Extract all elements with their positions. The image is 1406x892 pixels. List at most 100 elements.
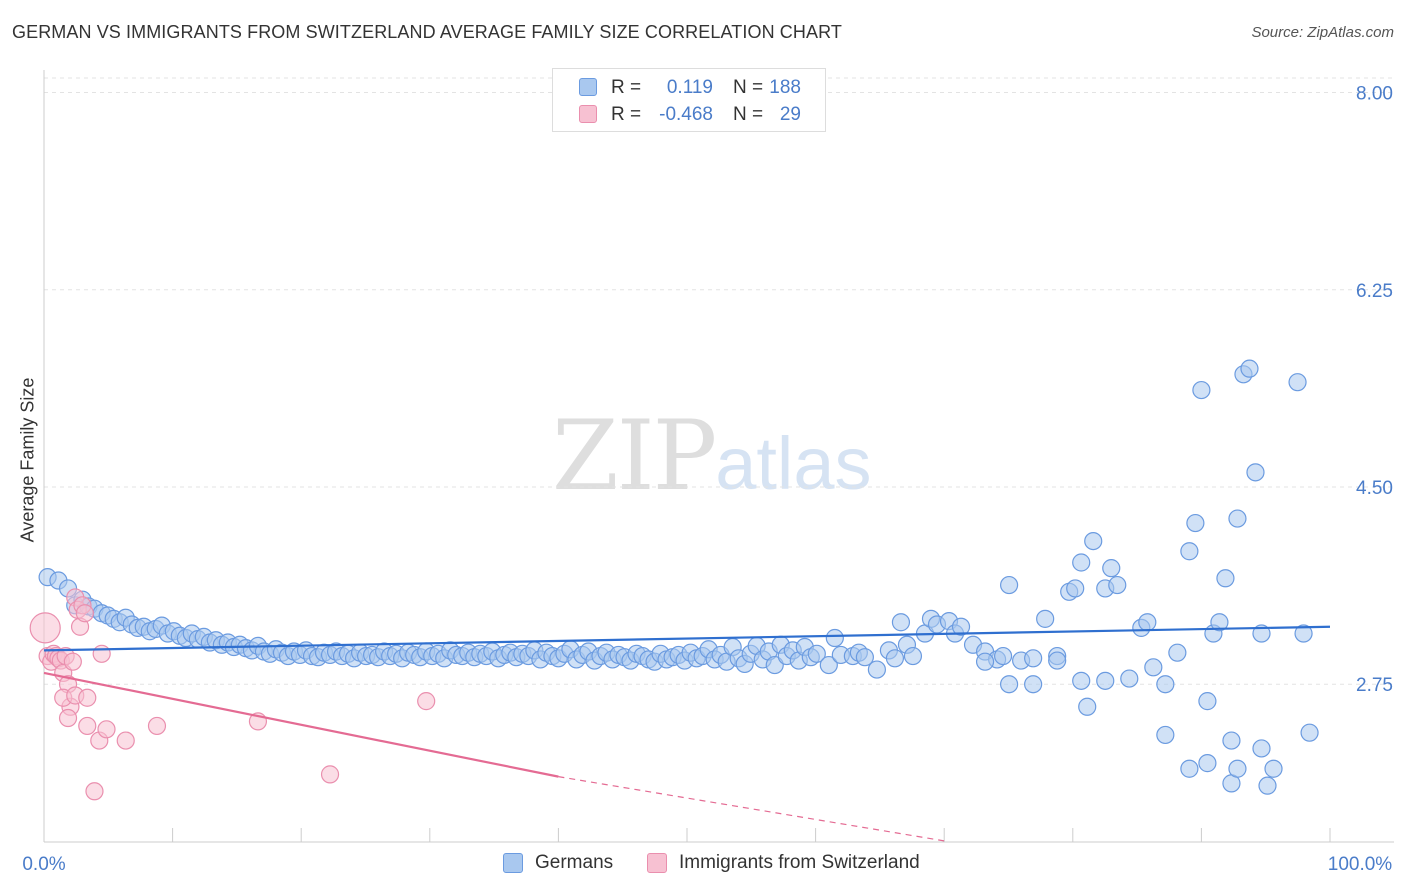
point-germans — [1216, 569, 1235, 588]
point-germans — [765, 655, 784, 675]
watermark-zip: ZIP — [552, 400, 717, 512]
stats-r-value: -0.468 — [659, 104, 713, 125]
point-germans — [1024, 675, 1043, 694]
point-germans — [1084, 531, 1103, 551]
point-germans — [1024, 649, 1043, 668]
point-germans — [1198, 754, 1217, 773]
point-germans — [951, 617, 971, 636]
stats-swatch-germans — [579, 78, 597, 96]
trend-layer — [43, 625, 1331, 842]
point-germans — [1180, 542, 1199, 561]
point-germans — [1192, 380, 1211, 400]
y-axis-label: Average Family Size — [17, 377, 38, 543]
point-germans — [1258, 776, 1277, 795]
stats-n-value: 188 — [769, 77, 801, 98]
point-germans — [1078, 697, 1097, 716]
point-germans — [867, 660, 886, 679]
stats-n-label: N = — [733, 77, 764, 98]
point-germans — [1198, 692, 1217, 711]
point-germans — [1222, 731, 1241, 750]
trend-line-germans — [43, 625, 1331, 652]
point-swiss — [75, 604, 94, 623]
point-germans — [1180, 759, 1199, 778]
grid-layer — [44, 77, 1394, 685]
point-swiss — [78, 688, 97, 707]
point-swiss — [147, 716, 167, 736]
watermark-atlas: atlas — [715, 422, 872, 505]
y-tick-label: 4.50 — [1356, 478, 1393, 499]
point-germans — [1156, 725, 1175, 745]
x-tick-label: 100.0% — [1328, 854, 1393, 875]
y-tick-label: 8.00 — [1356, 84, 1393, 105]
point-germans — [891, 613, 911, 632]
point-swiss — [417, 692, 436, 711]
point-germans — [1102, 559, 1121, 578]
point-germans — [1000, 675, 1019, 694]
stats-box: R = 0.119 N = 188 R = -0.468 N = 29 — [552, 68, 826, 132]
point-swiss — [85, 782, 104, 801]
point-germans — [975, 652, 995, 671]
point-germans — [1072, 671, 1091, 690]
point-germans — [1264, 759, 1283, 778]
point-swiss — [92, 644, 111, 663]
point-swiss — [58, 708, 78, 728]
legend: Germans Immigrants from Switzerland — [0, 850, 1406, 878]
point-germans — [1294, 624, 1313, 643]
tick-label-layer: 2.75 4.50 6.25 8.00 0.0% 100.0% — [22, 84, 1393, 875]
stats-n-value: 29 — [779, 104, 801, 125]
point-swiss — [78, 716, 97, 736]
point-germans — [1168, 643, 1187, 662]
point-germans — [1048, 651, 1067, 670]
point-germans — [885, 649, 905, 668]
point-germans — [1210, 613, 1229, 632]
stats-row-germans: R = 0.119 N = 188 — [553, 75, 825, 101]
point-germans — [1138, 613, 1157, 632]
point-germans — [1036, 609, 1055, 628]
stats-row-swiss: R = -0.468 N = 29 — [553, 102, 825, 128]
stats-r-label: R = — [611, 104, 642, 125]
y-tick-label: 6.25 — [1356, 281, 1393, 302]
point-swiss — [97, 720, 116, 739]
trend-line-swiss-extrapolated — [558, 776, 945, 842]
stats-swatch-swiss — [579, 105, 597, 123]
point-germans — [1240, 359, 1259, 378]
watermark: ZIPatlas — [552, 400, 872, 512]
point-germans — [903, 646, 923, 666]
point-germans — [1300, 723, 1319, 742]
point-germans — [1096, 671, 1115, 690]
stats-r-value: 0.119 — [666, 77, 713, 98]
y-tick-label: 2.75 — [1356, 675, 1393, 696]
chart-title: GERMAN VS IMMIGRANTS FROM SWITZERLAND AV… — [12, 22, 842, 42]
point-germans — [1228, 759, 1247, 778]
point-germans — [1108, 575, 1127, 595]
points-layer — [29, 359, 1319, 801]
point-germans — [1144, 658, 1163, 677]
source-label: Source: ZipAtlas.com — [1251, 24, 1394, 41]
trend-line-swiss — [43, 671, 559, 778]
point-germans — [1156, 675, 1175, 694]
stats-r-label: R = — [611, 77, 642, 98]
point-swiss — [63, 652, 82, 671]
point-germans — [993, 646, 1013, 666]
point-germans — [1186, 513, 1205, 533]
legend-swatch-swiss — [647, 853, 667, 873]
point-germans — [1252, 624, 1271, 643]
point-germans — [1120, 669, 1139, 688]
point-germans — [1228, 509, 1247, 528]
point-germans — [1246, 463, 1265, 482]
point-germans — [1288, 373, 1307, 392]
point-germans — [1000, 575, 1019, 595]
point-germans — [819, 655, 838, 675]
point-germans — [807, 644, 826, 663]
point-germans — [1072, 553, 1091, 572]
point-germans — [825, 628, 844, 648]
x-tick-label: 0.0% — [22, 854, 65, 875]
axis-layer — [43, 70, 1394, 843]
point-swiss — [320, 765, 340, 784]
point-swiss — [116, 731, 135, 750]
point-germans — [1252, 739, 1271, 758]
legend-label-germans: Germans — [535, 852, 614, 873]
point-germans — [855, 648, 874, 667]
point-swiss — [29, 612, 61, 644]
